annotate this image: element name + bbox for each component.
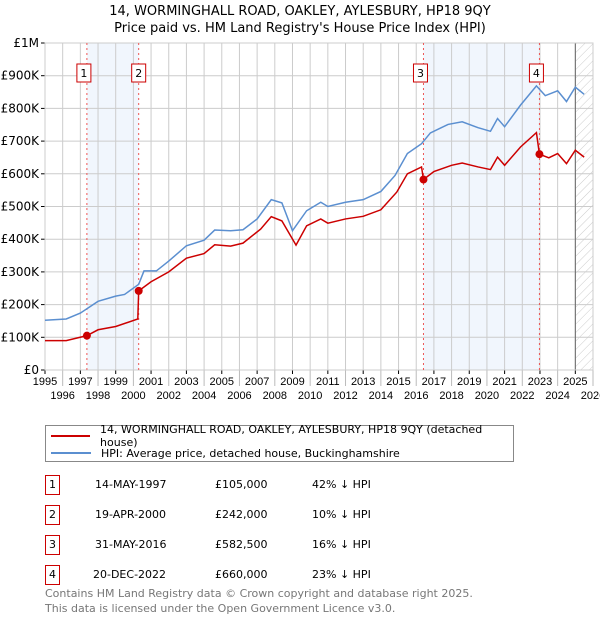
transaction-price: £660,000 [215, 568, 268, 581]
transaction-delta: 16% ↓ HPI [312, 538, 371, 551]
x-tick-label: 2020 [475, 390, 499, 402]
x-tick-label: 2003 [174, 376, 198, 388]
x-tick-label: 2007 [245, 376, 269, 388]
x-tick-label: 2025 [563, 376, 587, 388]
transaction-price: £242,000 [215, 508, 268, 521]
chart-subtitle: Price paid vs. HM Land Registry's House … [114, 21, 486, 36]
sale-point [535, 150, 544, 159]
sale-label-box [76, 63, 92, 83]
x-tick-label: 2017 [422, 376, 446, 388]
y-tick-label: £300K [1, 265, 41, 279]
plot-frame [44, 42, 594, 371]
transaction-number: 1 [45, 475, 60, 495]
property-price-line [45, 131, 585, 342]
sale-point [82, 331, 91, 340]
chart-title: 14, WORMINGHALL ROAD, OAKLEY, AYLESBURY,… [109, 4, 491, 19]
transaction-date: 20-DEC-2022 [93, 568, 167, 581]
hpi-line [44, 84, 585, 322]
transaction-date: 19-APR-2000 [95, 508, 167, 521]
x-tick-label: 2001 [139, 376, 163, 388]
y-tick-label: £500K [1, 200, 41, 214]
y-tick-label: £1M [13, 36, 39, 50]
transaction-number: 2 [45, 505, 60, 525]
y-tick-label: £800K [1, 101, 41, 115]
x-tick-label: 2015 [386, 376, 410, 388]
sale-label: 4 [533, 67, 540, 80]
sale-label-box [528, 63, 544, 83]
legend-hpi-label: HPI: Average price, detached house, Buck… [101, 446, 400, 460]
legend-property-label: 14, WORMINGHALL ROAD, OAKLEY, AYLESBURY,… [100, 423, 483, 449]
sale-label: 1 [80, 67, 87, 80]
sale-point [419, 175, 428, 184]
x-tick-label: 2022 [510, 390, 534, 402]
x-tick-label: 2021 [492, 376, 516, 388]
sale-label: 3 [417, 67, 424, 80]
transaction-price: £105,000 [215, 478, 268, 491]
price-chart: 1995 1996 1997 1998 1999 2000 2001 2002 2003 2004… [1, 36, 600, 402]
transaction-delta: 23% ↓ HPI [312, 568, 371, 581]
x-tick-label: 2010 [298, 390, 322, 402]
x-tick-label: 2002 [156, 390, 180, 402]
x-tick-label: 2011 [316, 376, 340, 388]
footer-licence: This data is licensed under the Open Gov… [45, 602, 396, 615]
x-tick-label: 2018 [439, 390, 463, 402]
y-tick-label: £700K [1, 134, 41, 148]
x-tick-label: 2005 [210, 376, 234, 388]
sale-label: 2 [135, 67, 142, 80]
x-tick-label: 2009 [280, 376, 304, 388]
y-tick-label: £100K [1, 330, 41, 344]
transaction-delta: 10% ↓ HPI [312, 508, 371, 521]
x-tick-label: 2014 [369, 390, 393, 402]
transaction-date: 31-MAY-2016 [95, 538, 167, 551]
x-tick-label: 2006 [227, 390, 251, 402]
x-tick-label: 2013 [351, 376, 375, 388]
legend-hpi-swatch [51, 452, 91, 454]
x-tick-label: 2000 [121, 390, 145, 402]
transaction-number: 3 [45, 535, 60, 555]
y-tick-label: £600K [1, 167, 41, 181]
transaction-delta: 42% ↓ HPI [312, 478, 371, 491]
x-tick-label: 1997 [68, 376, 92, 388]
x-tick-label: 2023 [528, 376, 552, 388]
sale-label-box [131, 63, 147, 83]
y-tick-label: £400K [1, 232, 41, 246]
transaction-number: 4 [45, 565, 60, 585]
x-tick-label: 2012 [333, 390, 357, 402]
x-tick-label: 1999 [103, 376, 127, 388]
transaction-price: £582,500 [215, 538, 268, 551]
sale-point [134, 286, 143, 295]
x-tick-label: 2019 [457, 376, 481, 388]
x-tick-label: 1996 [50, 390, 74, 402]
x-tick-label: 2016 [404, 390, 428, 402]
legend-property-swatch [51, 435, 91, 437]
x-tick-label: 2026 [581, 390, 600, 402]
x-tick-label: 2004 [192, 390, 216, 402]
y-tick-label: £900K [1, 69, 41, 83]
x-tick-label: 1995 [33, 376, 57, 388]
x-tick-label: 2024 [545, 390, 569, 402]
x-tick-label: 1998 [86, 390, 110, 402]
y-tick-label: £0 [24, 363, 39, 377]
x-tick-label: 2008 [263, 390, 287, 402]
sale-label-box [412, 63, 428, 83]
y-tick-label: £200K [1, 298, 41, 312]
legend: 14, WORMINGHALL ROAD, OAKLEY, AYLESBURY,… [45, 423, 514, 462]
footer-copyright: Contains HM Land Registry data © Crown c… [45, 587, 473, 600]
transaction-date: 14-MAY-1997 [95, 478, 167, 491]
